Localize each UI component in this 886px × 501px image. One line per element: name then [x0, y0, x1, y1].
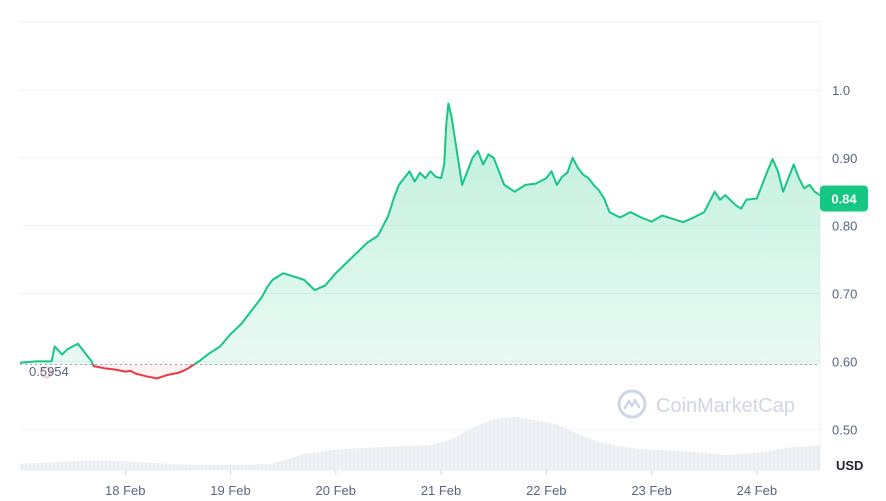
- coinmarketcap-logo-icon: [617, 389, 647, 419]
- y-tick-label: 0.60: [832, 354, 857, 369]
- watermark: CoinMarketCap: [617, 389, 795, 419]
- x-tick-label: 23 Feb: [631, 483, 671, 498]
- y-unit-label: USD: [836, 458, 863, 473]
- volume-bars: [19, 390, 820, 470]
- reference-price-text: 0.5954: [29, 364, 69, 379]
- watermark-text: CoinMarketCap: [656, 395, 795, 417]
- area-above-reference: [20, 103, 820, 365]
- price-line-down: [91, 364, 196, 380]
- x-tick-label: 19 Feb: [210, 483, 250, 498]
- y-tick-label: 0.90: [832, 151, 857, 166]
- x-tick-label: 18 Feb: [105, 483, 145, 498]
- current-price-text: 0.84: [831, 191, 857, 206]
- reference-price-label: 0.5954: [29, 364, 69, 379]
- x-tick-label: 22 Feb: [526, 483, 566, 498]
- x-tick-label: 21 Feb: [421, 483, 461, 498]
- y-tick-label: 0.80: [832, 219, 857, 234]
- price-line: [19, 102, 821, 380]
- x-tick-label: 24 Feb: [737, 483, 777, 498]
- current-price-badge: [820, 185, 868, 212]
- price-area: [20, 103, 820, 379]
- x-axis: 18 Feb 19 Feb 20 Feb 21 Feb 22 Feb 23 Feb 24 F…: [105, 470, 777, 498]
- reference-dot: [40, 366, 52, 379]
- y-tick-label: 0.70: [832, 287, 857, 302]
- y-tick-label: 1.0: [832, 83, 850, 98]
- y-axis: 0.50 0.60 0.70 0.80 0.90 1.0: [832, 83, 857, 437]
- y-tick-label: 0.50: [832, 422, 857, 437]
- x-tick-label: 20 Feb: [316, 483, 356, 498]
- current-price-tag: 0.84: [820, 185, 868, 212]
- price-line-up: [19, 102, 821, 365]
- area-below-reference: [92, 364, 195, 379]
